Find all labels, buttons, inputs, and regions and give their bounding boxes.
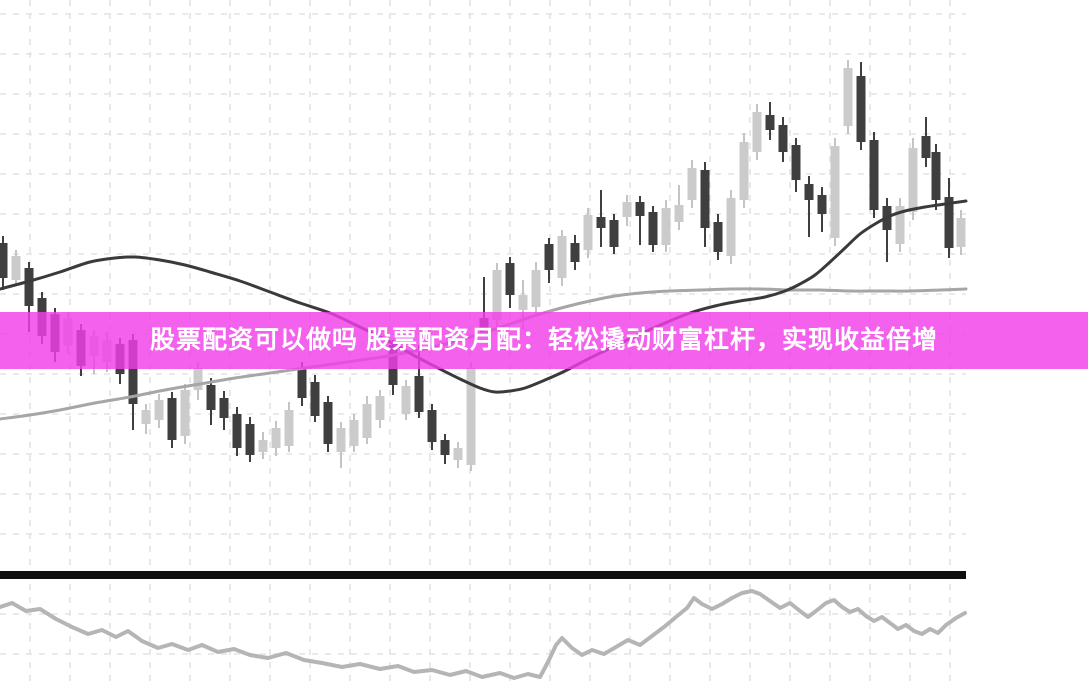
separator-bar xyxy=(0,571,966,579)
indicator-line xyxy=(0,589,967,680)
grid-lines xyxy=(0,0,966,682)
ma-dark-line xyxy=(0,199,968,394)
candles xyxy=(0,60,966,471)
